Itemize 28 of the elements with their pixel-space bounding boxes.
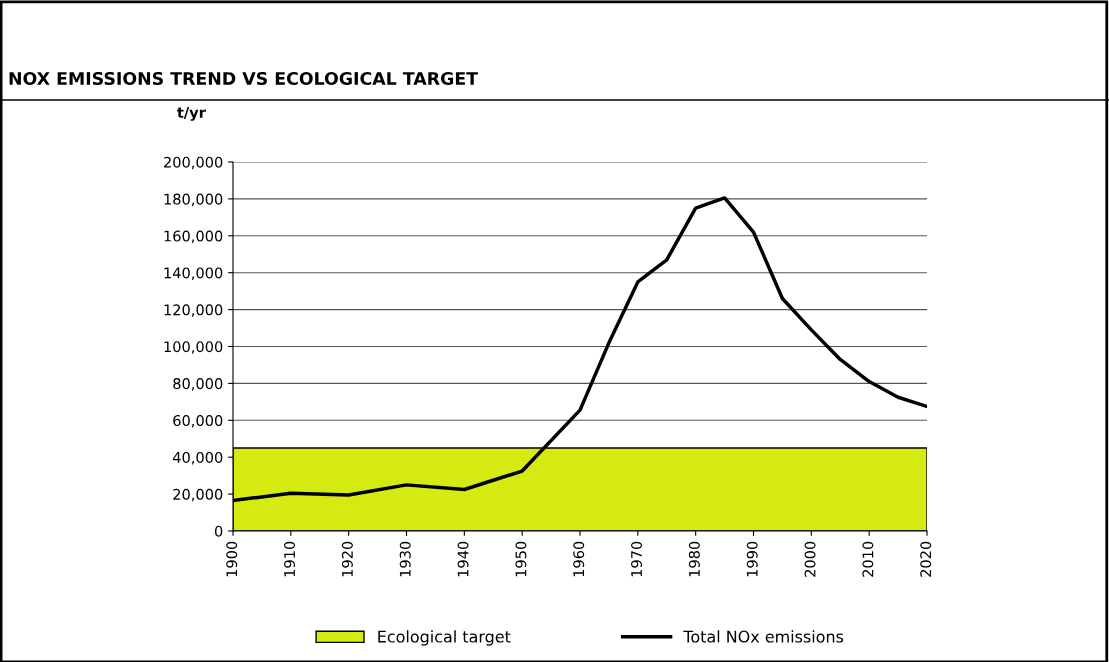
y-tick-label: 60,000	[173, 415, 223, 428]
x-tick-label: 1970	[631, 541, 643, 577]
x-tick-label: 1910	[284, 541, 296, 577]
x-tick-label: 2010	[862, 541, 874, 577]
y-tick-label: 200,000	[164, 156, 223, 170]
y-axis-title: t/yr	[177, 107, 206, 121]
y-tick-label: 140,000	[164, 267, 223, 280]
chart-title: NOX EMISSIONS TREND VS ECOLOGICAL TARGET	[9, 71, 478, 86]
y-tick-label: 180,000	[164, 193, 223, 207]
x-tick-label: 1990	[746, 541, 758, 577]
legend-label: Total NOx emissions	[683, 630, 844, 643]
legend-label: Ecological target	[378, 630, 511, 646]
y-tick-label: 0	[214, 525, 223, 537]
x-tick-label: 2000	[804, 541, 816, 577]
x-tick-label: 1960	[573, 541, 585, 577]
y-tick-label: 20,000	[173, 488, 223, 502]
y-tick-label: 120,000	[164, 304, 223, 317]
y-tick-label: 160,000	[164, 230, 223, 244]
x-tick-label: 1940	[457, 541, 469, 577]
x-tick-label: 1900	[226, 541, 238, 577]
x-tick-label: 2020	[920, 541, 932, 577]
y-tick-label: 80,000	[173, 378, 223, 391]
x-tick-label: 1980	[688, 541, 700, 577]
y-tick-label: 100,000	[164, 341, 223, 354]
x-tick-label: 1920	[341, 541, 353, 577]
y-tick-label: 40,000	[172, 451, 223, 465]
x-tick-label: 1950	[515, 541, 527, 577]
x-tick-label: 1930	[399, 541, 411, 577]
